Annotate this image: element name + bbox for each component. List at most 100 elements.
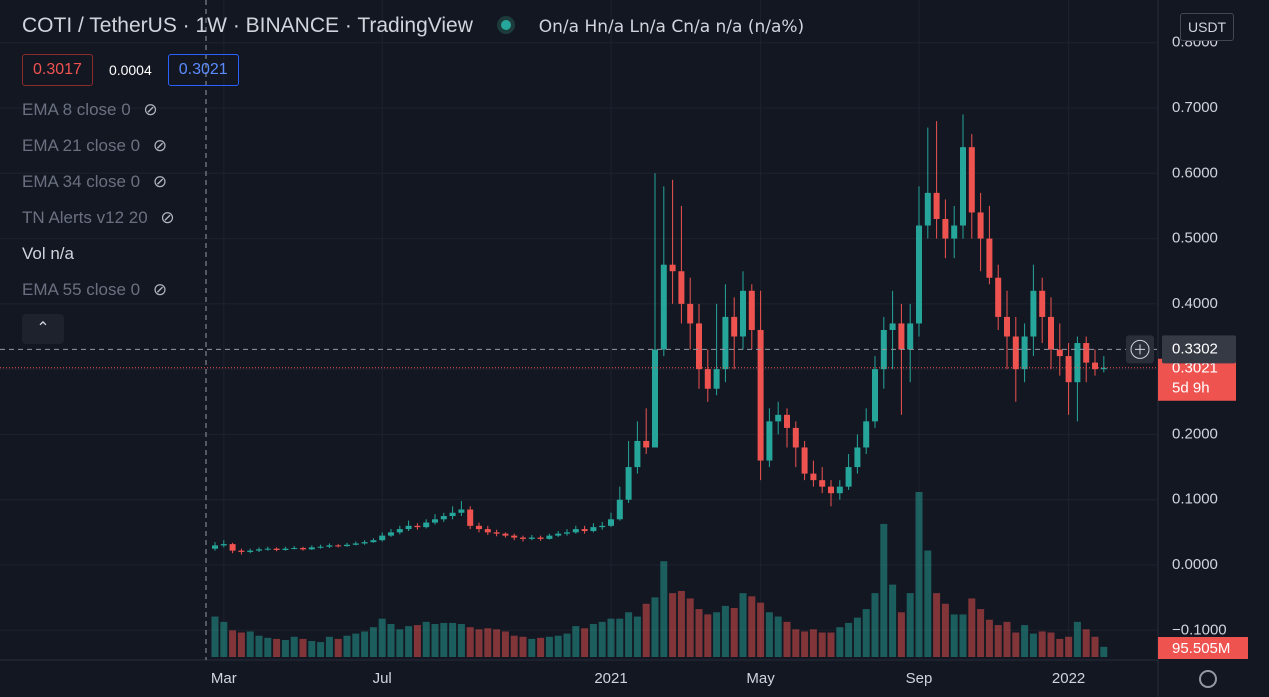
volume-bar (237, 632, 245, 657)
candle-body (317, 546, 324, 548)
plus-button (1130, 339, 1150, 359)
candle-body (836, 486, 843, 494)
x-tick-label: Jul (373, 670, 392, 687)
candle-body (590, 527, 597, 532)
volume-bar (545, 636, 553, 657)
volume-bar (317, 642, 325, 657)
volume-bar (616, 618, 624, 657)
volume-bar (1012, 632, 1020, 657)
volume-bar (625, 612, 633, 657)
volume-bar (642, 603, 650, 657)
x-tick-label: May (746, 670, 775, 687)
candle-body (660, 264, 667, 350)
candle-body (572, 529, 579, 533)
volume-bar (519, 636, 527, 657)
hide-icon[interactable]: ⊘ (148, 136, 168, 155)
candle-body (599, 525, 606, 528)
candle-body (625, 467, 632, 500)
candle-body (766, 421, 773, 461)
volume-bar (669, 593, 677, 657)
candle-body (634, 440, 641, 468)
candle-body (335, 545, 342, 547)
y-tick-label: 0.2000 (1172, 425, 1218, 442)
hide-icon[interactable]: ⊘ (148, 280, 168, 299)
volume-bar (677, 591, 685, 657)
candle-body (220, 544, 227, 546)
indicator: EMA 21 close 0 ⊘ (22, 136, 168, 155)
volume-bar (1082, 629, 1090, 657)
candle-body (933, 192, 940, 219)
volume-bar (862, 609, 870, 657)
candle-body (1004, 316, 1010, 337)
candle-body (300, 548, 306, 550)
volume-bar (933, 593, 941, 657)
volume-bar (352, 633, 360, 657)
candle-body (1074, 343, 1081, 383)
brand: TradingView (357, 14, 473, 37)
volume-bar (836, 627, 844, 657)
volume-bar (809, 629, 817, 657)
candle-body (528, 537, 535, 539)
candle-body (414, 525, 421, 528)
candle-body (704, 369, 711, 389)
candle-body (546, 535, 553, 539)
currency-button[interactable]: USDT (1180, 13, 1235, 41)
y-tick-label: 0.6000 (1172, 164, 1218, 181)
volume-bar (466, 627, 474, 657)
candle-body (968, 147, 975, 213)
candle-body (520, 537, 526, 539)
candle-body (722, 316, 729, 370)
volume-bar (449, 622, 457, 657)
sell-button[interactable]: 0.3017 (22, 54, 93, 86)
last-price-label: 0.3021 (1172, 360, 1218, 377)
volume-bar (748, 596, 756, 657)
volume-bar (739, 593, 747, 657)
volume-bar (431, 624, 439, 657)
candle-body (652, 349, 658, 448)
volume-bar (915, 492, 923, 657)
interval: 1W (195, 14, 228, 37)
candle-body (440, 516, 447, 520)
volume-bar (757, 602, 765, 657)
volume-bar (721, 605, 729, 657)
x-tick-label: 2022 (1052, 670, 1085, 687)
volume-bar (554, 635, 562, 657)
candle-body (669, 264, 676, 272)
volume-bar (977, 609, 985, 657)
volume-bar (1065, 636, 1073, 657)
y-tick-label: 0.0000 (1172, 556, 1218, 573)
volume-bar (510, 635, 518, 657)
candle-body (291, 548, 298, 550)
candle-body (256, 549, 262, 551)
candle-body (476, 525, 482, 530)
volume-bar (730, 608, 738, 657)
volume-bar (422, 621, 430, 657)
collapse-button[interactable]: ⌃ (22, 314, 64, 344)
candle-body (740, 290, 746, 337)
volume-bar (413, 625, 421, 657)
volume-bar (528, 638, 536, 657)
y-tick-label: 0.7000 (1172, 99, 1218, 116)
volume-bar (845, 622, 853, 657)
volume-bar (493, 629, 501, 657)
hide-icon[interactable]: ⊘ (138, 100, 158, 119)
candle-body (344, 544, 350, 547)
ohlc-legend: On/a Hn/a Ln/a Cn/a n/a (n/a%) (538, 17, 805, 37)
candle-body (352, 543, 359, 545)
hide-icon[interactable]: ⊘ (155, 208, 175, 227)
hide-icon[interactable]: ⊘ (148, 172, 168, 191)
indicator: EMA 34 close 0 ⊘ (22, 172, 168, 191)
volume-bar (220, 621, 228, 657)
volume-bar (290, 636, 298, 657)
last-price-tag (1158, 358, 1236, 401)
trade-box: 0.3017 0.0004 0.3021 (22, 54, 239, 86)
plus-icon (1135, 344, 1145, 355)
candle-body (537, 537, 544, 539)
buy-button[interactable]: 0.3021 (167, 54, 239, 86)
candle-body (801, 447, 808, 474)
volume-bar (924, 550, 932, 657)
volume-bar (774, 616, 782, 657)
candle-body (370, 540, 377, 543)
candle-body (616, 499, 623, 520)
